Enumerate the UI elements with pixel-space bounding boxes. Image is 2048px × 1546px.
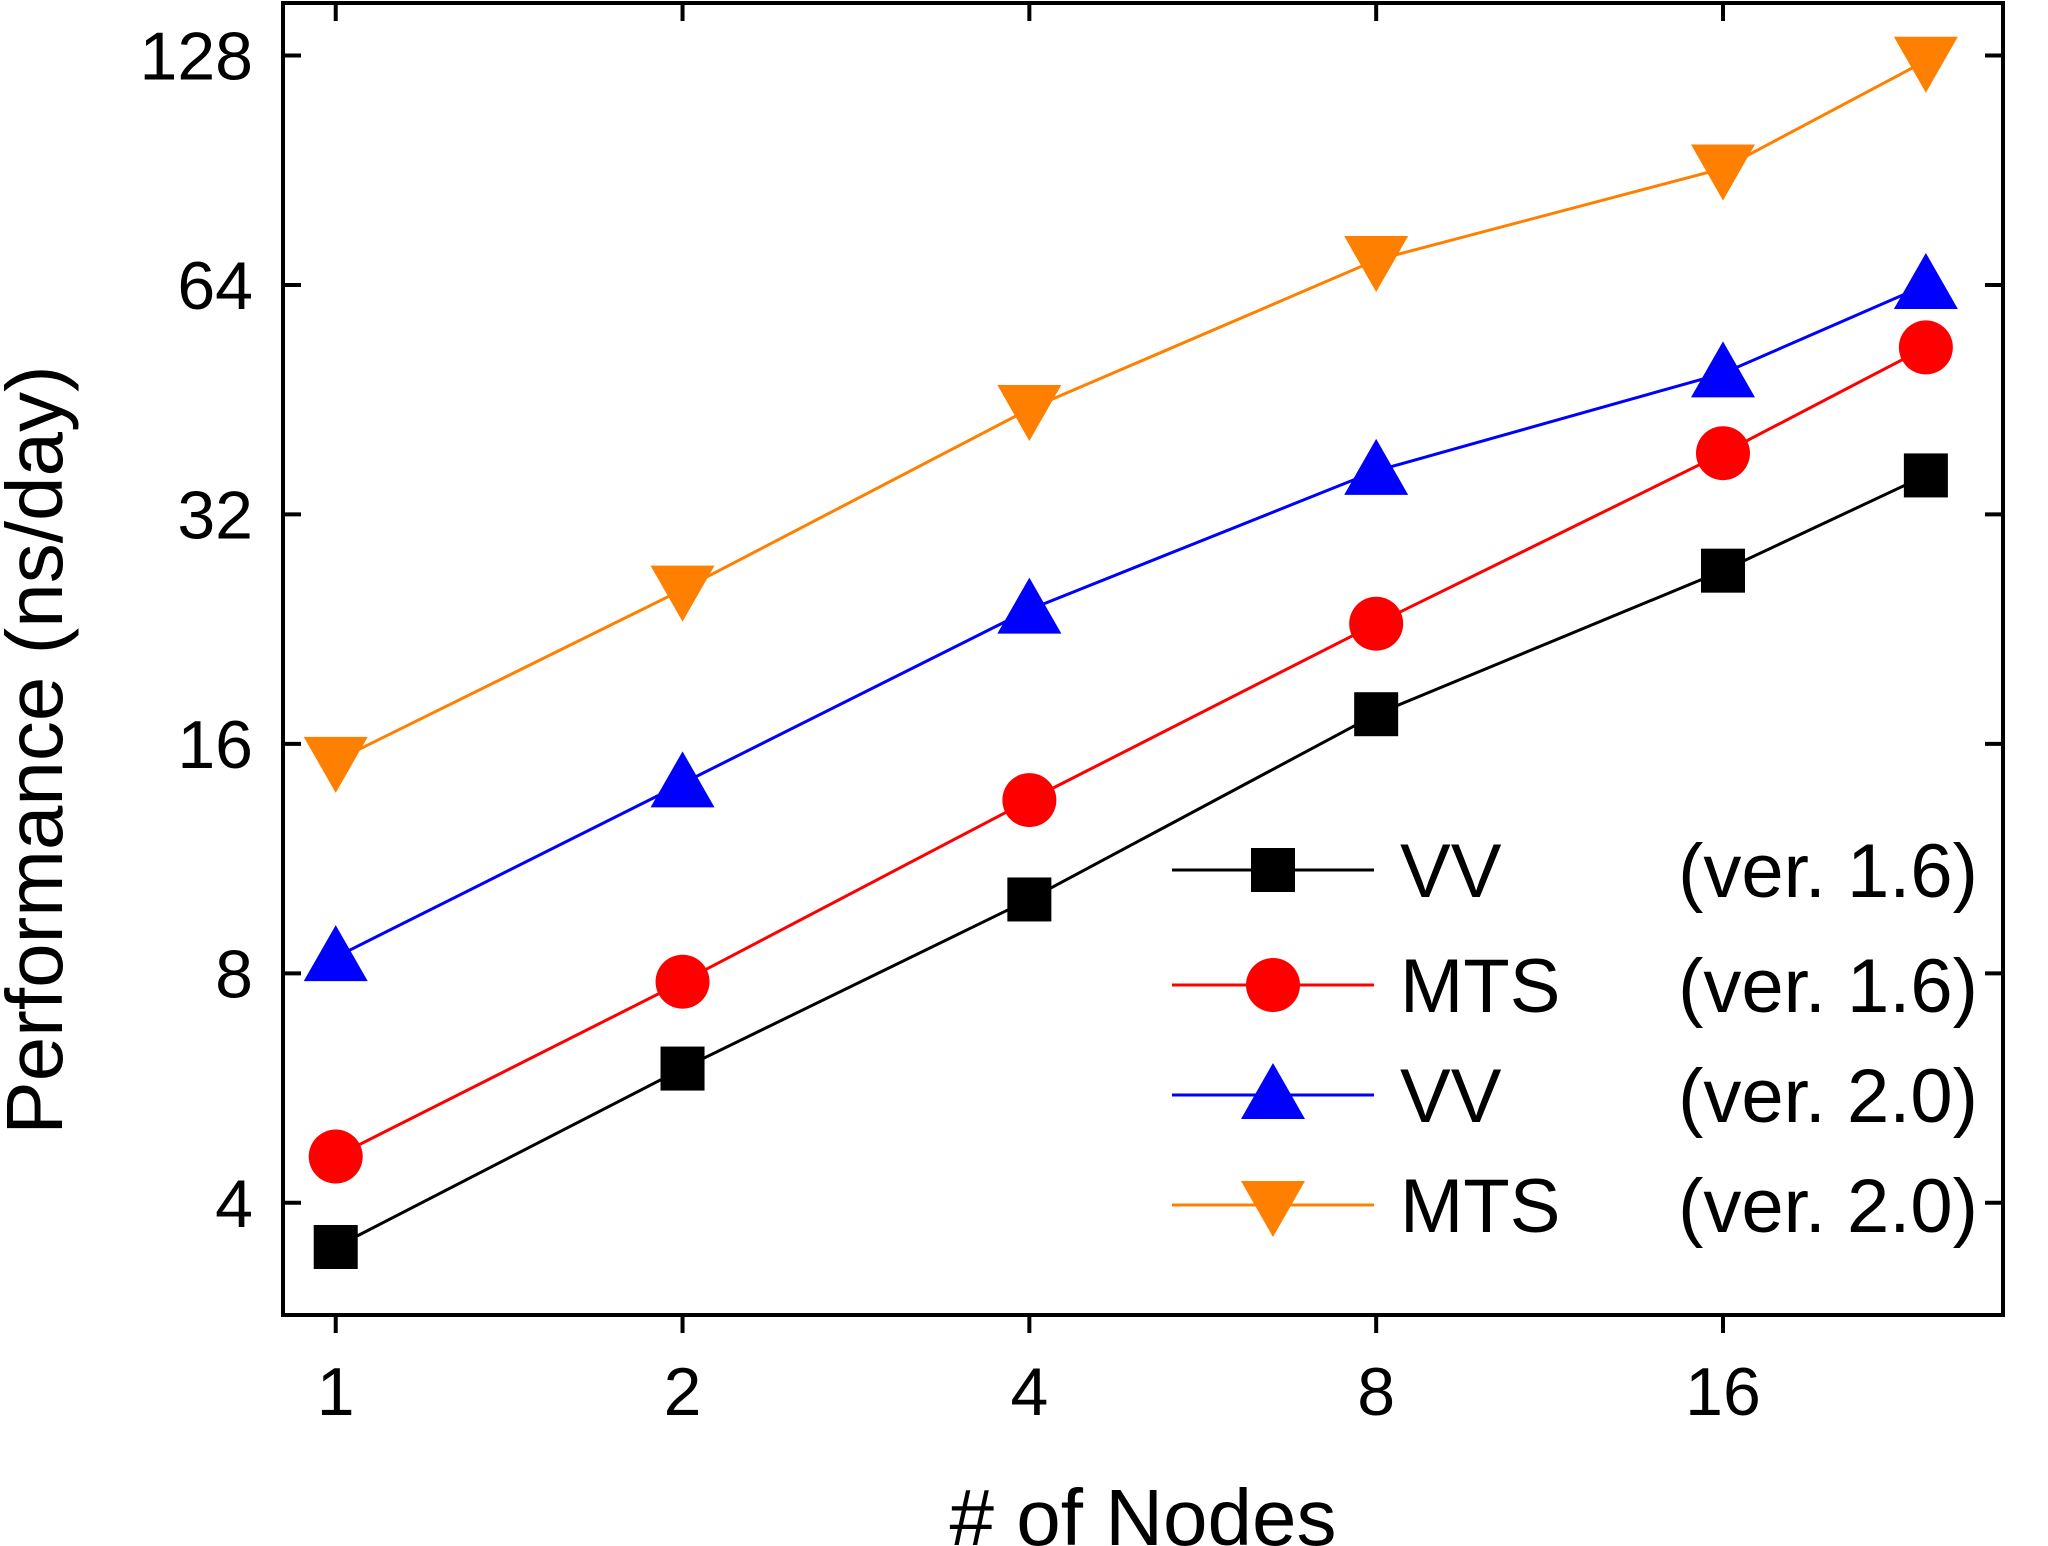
data-point-series-4 bbox=[303, 736, 368, 793]
legend-series-version: (ver. 2.0) bbox=[1678, 1164, 1978, 1249]
data-point-series-1 bbox=[313, 1224, 358, 1269]
legend-marker bbox=[1241, 1063, 1305, 1119]
legend-series-name: MTS bbox=[1400, 944, 1560, 1029]
x-tick-label: 1 bbox=[317, 1354, 355, 1430]
plot-frame bbox=[281, 1, 2005, 1317]
y-axis-title: Performance (ns/day) bbox=[0, 365, 79, 1134]
data-point-series-2 bbox=[655, 954, 710, 1009]
legend-series-name: VV bbox=[1400, 829, 1502, 914]
series-layer bbox=[303, 36, 1958, 1269]
data-point-series-4 bbox=[1690, 144, 1755, 201]
x-tick-label: 2 bbox=[664, 1354, 702, 1430]
data-point-series-3 bbox=[1344, 438, 1409, 495]
data-point-series-3 bbox=[303, 925, 368, 982]
series-line-1 bbox=[335, 474, 1927, 1249]
y-tick-label: 128 bbox=[140, 19, 253, 95]
data-point-series-3 bbox=[997, 577, 1062, 634]
data-point-series-1 bbox=[1903, 453, 1948, 498]
data-point-series-3 bbox=[650, 751, 715, 808]
legend: VV (ver. 1.6) MTS (ver. 1.6) VV (ver. 2.0) MTS… bbox=[1172, 829, 1978, 1249]
series-line-3 bbox=[335, 283, 1927, 959]
data-point-series-4 bbox=[1344, 236, 1409, 293]
x-tick-label: 8 bbox=[1357, 1354, 1395, 1430]
plot-area bbox=[335, 59, 1927, 1249]
data-point-series-2 bbox=[1002, 773, 1057, 828]
data-point-series-4 bbox=[997, 384, 1062, 441]
data-point-series-3 bbox=[1893, 252, 1958, 309]
legend-series-version: (ver. 1.6) bbox=[1678, 829, 1978, 914]
y-tick-label: 32 bbox=[177, 477, 253, 553]
legend-marker bbox=[1241, 1181, 1305, 1237]
data-point-series-2 bbox=[1695, 426, 1750, 481]
y-tick-label: 64 bbox=[177, 248, 253, 324]
legend-series-version: (ver. 1.6) bbox=[1678, 944, 1978, 1029]
data-point-series-2 bbox=[308, 1129, 363, 1184]
x-tick-label: 16 bbox=[1685, 1354, 1761, 1430]
series-line-2 bbox=[335, 346, 1927, 1158]
data-point-series-1 bbox=[660, 1046, 705, 1091]
y-tick-label: 4 bbox=[215, 1166, 253, 1242]
x-tick-label: 4 bbox=[1010, 1354, 1048, 1430]
data-point-series-4 bbox=[650, 565, 715, 622]
y-axis: 4 8 16 32 64 128 bbox=[140, 19, 2003, 1242]
legend-series-version: (ver. 2.0) bbox=[1678, 1054, 1978, 1139]
series-line-4 bbox=[335, 59, 1927, 763]
data-point-series-1 bbox=[1354, 692, 1399, 737]
data-point-series-4 bbox=[1893, 36, 1958, 93]
legend-marker bbox=[1246, 958, 1300, 1012]
x-axis: 1 2 4 8 16 bbox=[317, 3, 1761, 1430]
y-tick-label: 16 bbox=[177, 707, 253, 783]
data-point-series-3 bbox=[1690, 341, 1755, 398]
y-tick-label: 8 bbox=[215, 936, 253, 1012]
data-point-series-2 bbox=[1349, 596, 1404, 651]
x-axis-title: # of Nodes bbox=[950, 1473, 1337, 1546]
legend-series-name: VV bbox=[1400, 1054, 1502, 1139]
legend-series-name: MTS bbox=[1400, 1164, 1560, 1249]
data-point-series-1 bbox=[1007, 877, 1052, 922]
data-point-series-1 bbox=[1700, 548, 1745, 593]
legend-marker bbox=[1251, 848, 1295, 892]
data-point-series-2 bbox=[1898, 320, 1953, 375]
